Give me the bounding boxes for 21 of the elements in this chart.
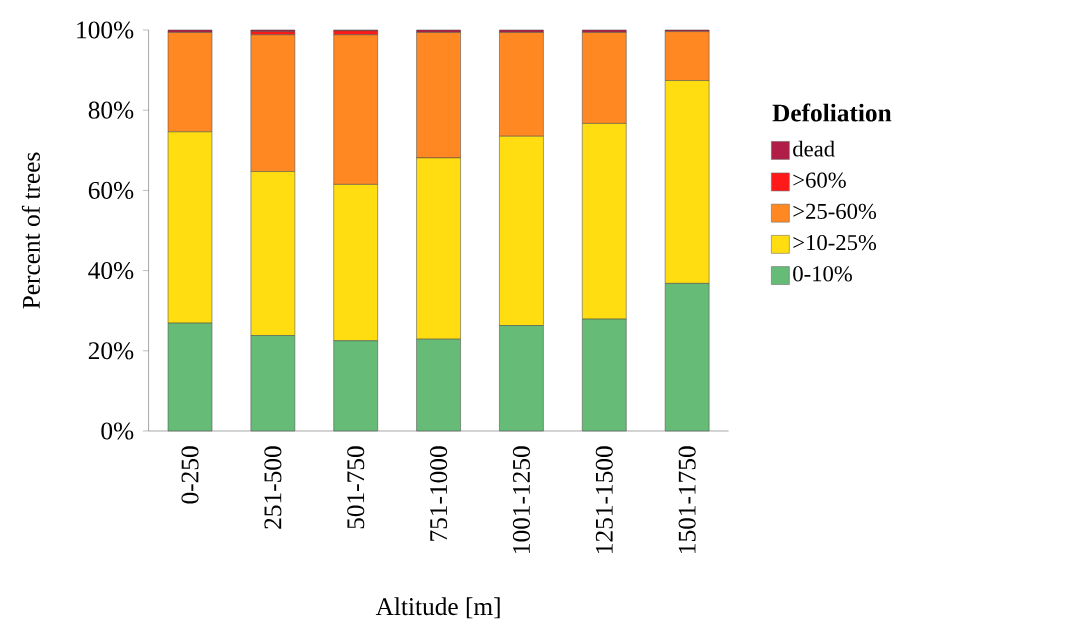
y-tick-label: 0%: [101, 422, 134, 440]
y-axis-title: Percent of trees: [21, 152, 40, 309]
legend-label: dead: [793, 140, 835, 157]
x-axis-title: Altitude [m]: [375, 597, 500, 619]
legend-label: 0-10%: [793, 266, 852, 282]
y-tick-label: 80%: [88, 101, 134, 119]
x-tick-label: 751-1000: [430, 446, 448, 541]
y-tick-label: 60%: [88, 181, 134, 199]
legend-title: Defoliation: [772, 103, 892, 122]
y-tick-label: 100%: [77, 21, 134, 39]
legend-label: >60%: [793, 172, 846, 188]
legend-label: >10-25%: [793, 234, 877, 251]
legend-label: >25-60%: [793, 203, 877, 220]
y-tick-label: 40%: [88, 262, 134, 280]
x-tick-label: 251-500: [264, 446, 282, 529]
x-tick-label: 0-250: [181, 446, 199, 504]
x-tick-label: 1001-1250: [512, 446, 530, 553]
y-tick-label: 20%: [88, 342, 134, 360]
x-tick-label: 501-750: [347, 446, 365, 529]
x-tick-label: 1501-1750: [678, 446, 696, 553]
x-tick-label: 1251-1500: [595, 446, 613, 553]
